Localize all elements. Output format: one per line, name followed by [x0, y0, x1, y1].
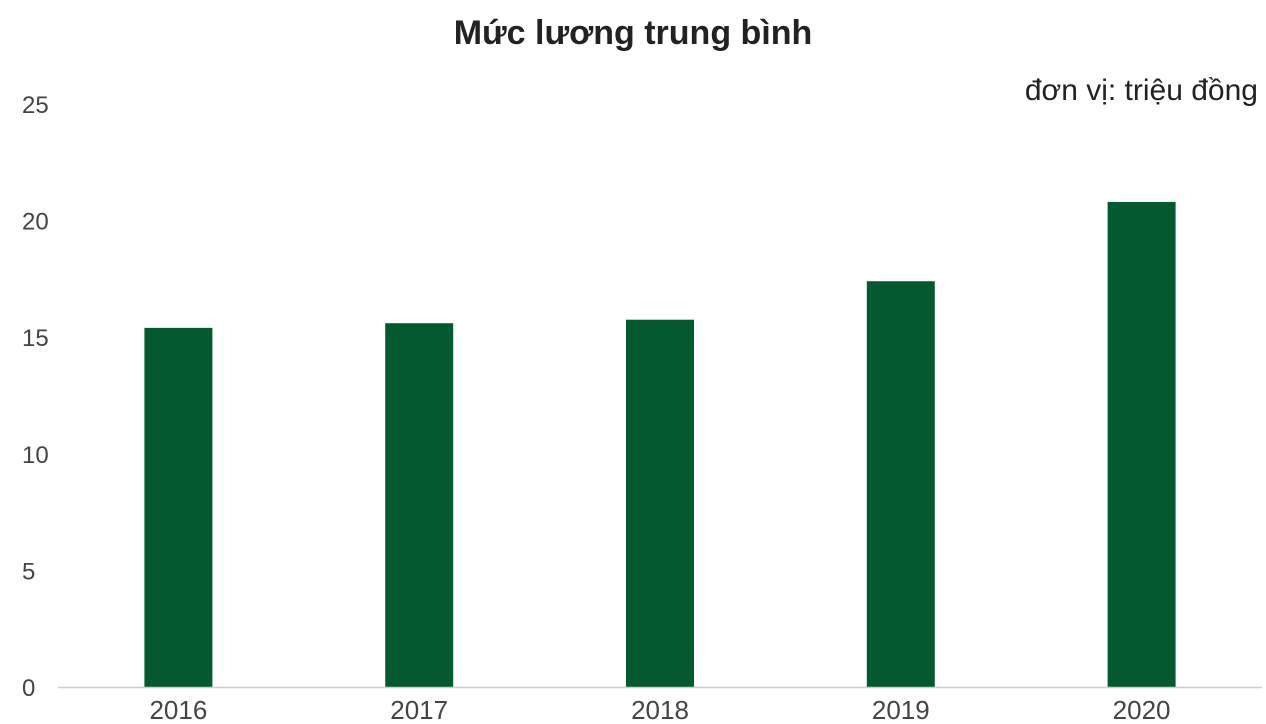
- x-tick-label: 2020: [1113, 695, 1171, 724]
- bar-2020: [1107, 201, 1176, 687]
- x-tick-label: 2016: [149, 695, 207, 724]
- y-tick-label: 0: [22, 675, 35, 702]
- y-tick-label: 20: [22, 209, 49, 236]
- bar-2016: [144, 327, 213, 687]
- bar-2018: [626, 319, 694, 687]
- y-tick-label: 5: [22, 558, 35, 585]
- bar-2017: [385, 323, 454, 687]
- x-tick-label: 2018: [631, 695, 689, 724]
- x-tick-label: 2019: [872, 695, 930, 724]
- bars: [144, 201, 1176, 687]
- y-tick-label: 10: [22, 442, 49, 469]
- unit-label: đơn vị: triệu đồng: [1024, 74, 1258, 107]
- chart-title: Mức lương trung bình: [453, 14, 813, 52]
- y-tick-label: 15: [22, 325, 49, 352]
- y-axis-ticks: 0 5 10 15 20 25: [22, 92, 49, 702]
- y-tick-label: 25: [22, 92, 49, 119]
- x-axis-ticks: 2016 2017 2018 2019 2020: [149, 695, 1170, 724]
- x-tick-label: 2017: [390, 695, 448, 724]
- bar-2019: [866, 281, 935, 687]
